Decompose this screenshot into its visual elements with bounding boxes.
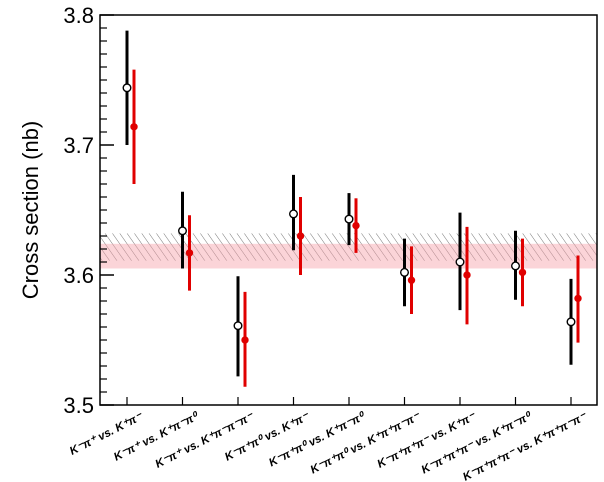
data-point — [233, 321, 243, 331]
y-tick-label: 3.8 — [63, 3, 94, 28]
data-point — [400, 267, 410, 277]
data-point — [352, 221, 360, 230]
data-point — [574, 294, 582, 303]
x-axis-labels: K⁻π⁺ vs. K⁺π⁻K⁻π⁺ vs. K⁺π⁻π⁰K⁻π⁺ vs. K⁺π… — [68, 397, 590, 482]
data-point — [177, 226, 187, 236]
data-point — [566, 317, 576, 327]
data-point — [296, 232, 305, 240]
data-point — [185, 249, 194, 257]
data-point — [511, 261, 521, 271]
y-tick-label: 3.6 — [63, 263, 94, 288]
data-points — [122, 30, 582, 387]
data-point — [122, 83, 132, 93]
data-point — [463, 271, 471, 279]
data-point — [241, 336, 249, 344]
data-point — [130, 123, 138, 131]
y-axis: 3.5 3.6 3.7 3.8 — [63, 3, 114, 418]
y-tick-label: 3.5 — [63, 393, 94, 418]
data-point — [407, 276, 416, 284]
data-point — [518, 268, 527, 277]
y-axis-title: Cross section (nb) — [18, 121, 43, 300]
y-tick-label: 3.7 — [63, 133, 94, 158]
data-point — [289, 209, 299, 219]
data-point — [344, 214, 354, 224]
x-category-label: K⁻π⁺ vs. K⁺π⁻π⁻π⁻ — [154, 410, 258, 471]
data-point — [455, 257, 465, 267]
